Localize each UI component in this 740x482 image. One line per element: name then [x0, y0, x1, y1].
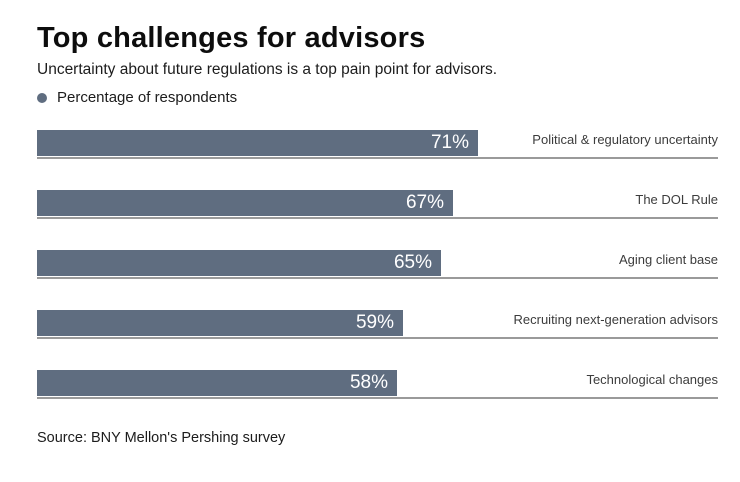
bar-row: 67% The DOL Rule	[37, 190, 718, 250]
bar-row: 65% Aging client base	[37, 250, 718, 310]
bar-row: 58% Technological changes	[37, 370, 718, 430]
bar-value-label: 67%	[405, 192, 444, 213]
row-baseline	[37, 277, 718, 279]
bar-chart: 71% Political & regulatory uncertainty 67%…	[37, 130, 718, 430]
page-title: Top challenges for advisors	[37, 22, 426, 54]
bar-row: 59% Recruiting next-generation advisors	[37, 310, 718, 370]
bar-value-label: 58%	[349, 372, 388, 393]
bar-category-label: Recruiting next-generation advisors	[513, 312, 719, 327]
row-baseline	[37, 157, 718, 159]
legend-label: Percentage of respondents	[57, 89, 238, 106]
legend: Percentage of respondents	[37, 89, 237, 106]
legend-dot-icon	[37, 92, 47, 103]
bar-row: 71% Political & regulatory uncertainty	[37, 130, 718, 190]
row-baseline	[37, 337, 718, 339]
bar: 58%	[37, 370, 397, 396]
source-note: Source: BNY Mellon's Pershing survey	[37, 430, 286, 446]
bar-category-label: Political & regulatory uncertainty	[532, 132, 718, 147]
bar: 59%	[37, 310, 403, 336]
bar-category-label: Technological changes	[586, 372, 718, 387]
bar-category-label: The DOL Rule	[635, 192, 718, 207]
bar-value-label: 59%	[355, 312, 394, 333]
chart-subtitle: Uncertainty about future regulations is …	[37, 61, 498, 78]
bar-value-label: 71%	[430, 132, 469, 153]
bar-value-label: 65%	[393, 252, 432, 273]
row-baseline	[37, 397, 718, 399]
bar: 71%	[37, 130, 478, 156]
bar: 65%	[37, 250, 441, 276]
row-baseline	[37, 217, 718, 219]
bar-category-label: Aging client base	[618, 252, 718, 267]
bar: 67%	[37, 190, 453, 216]
